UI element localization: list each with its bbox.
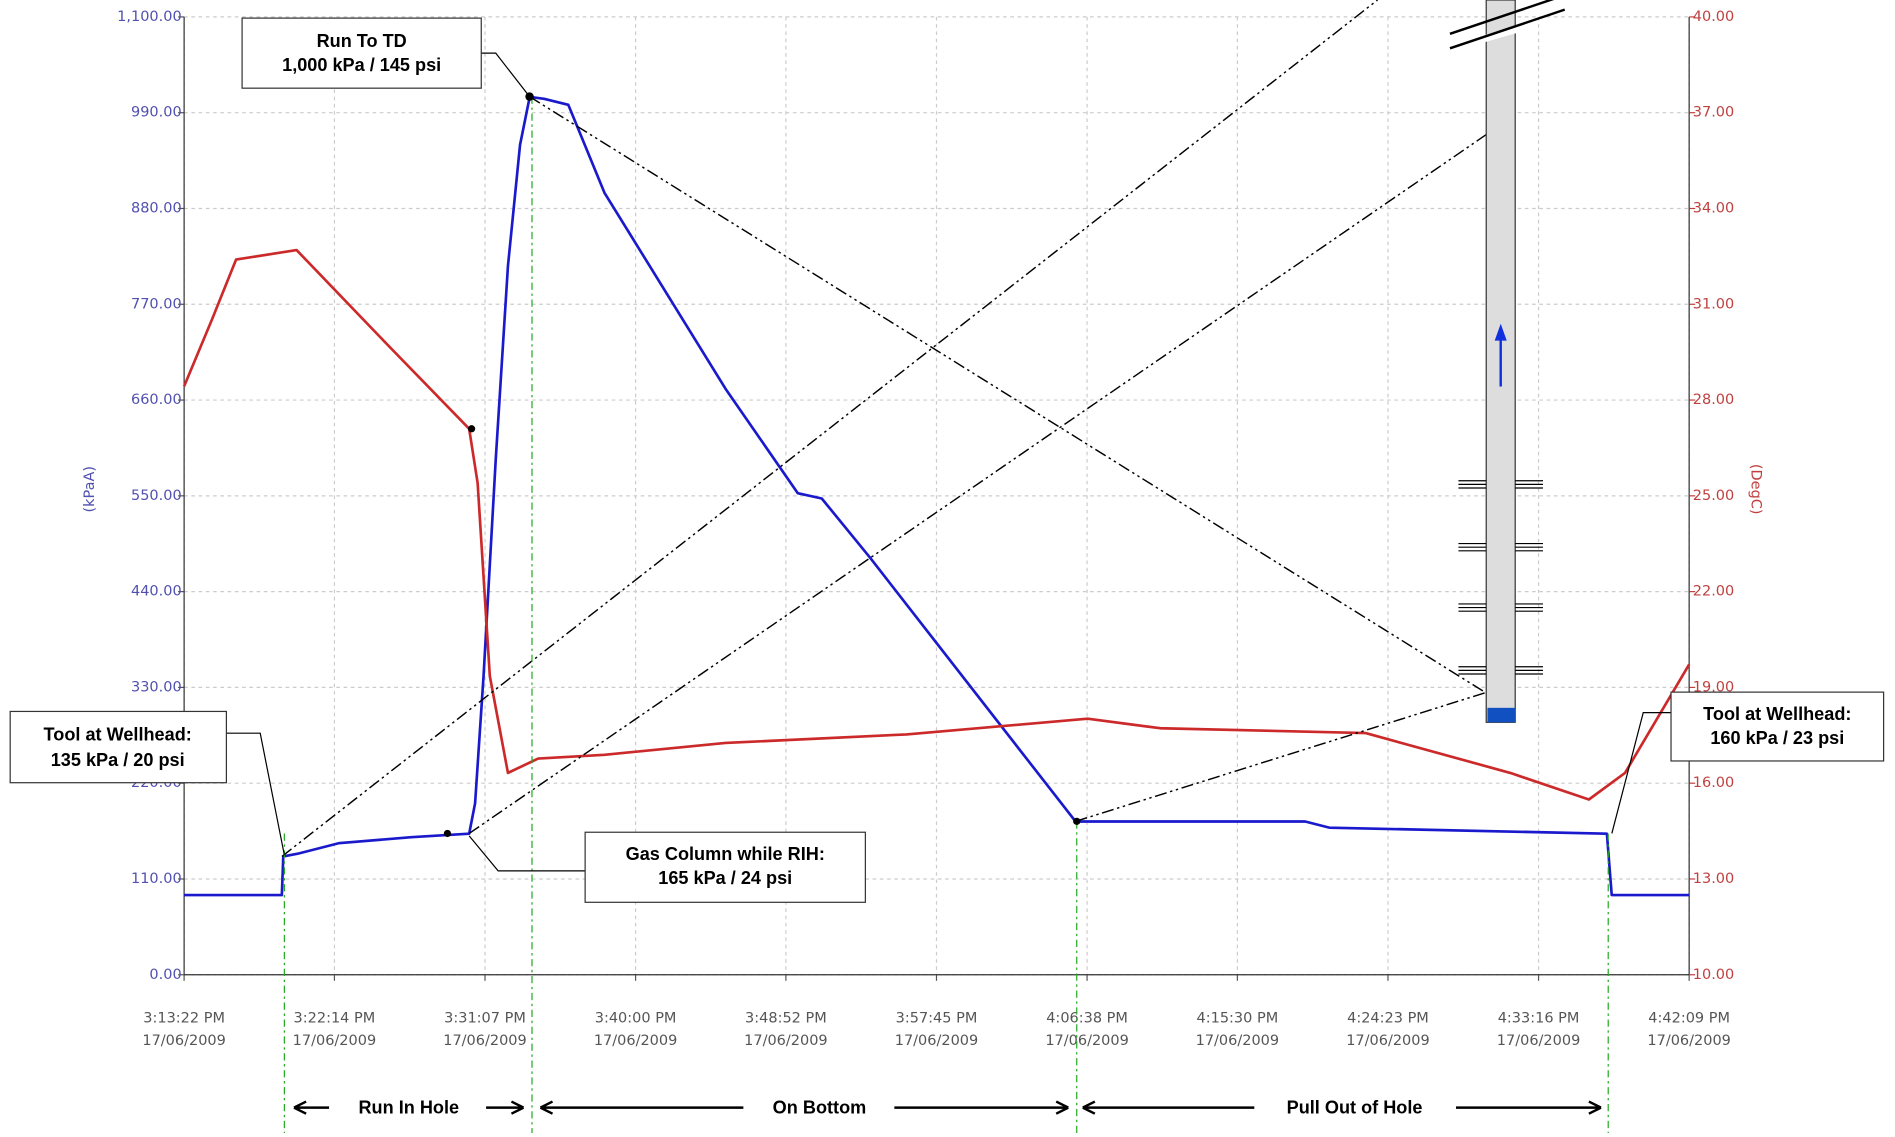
x-tick-date: 17/06/2009	[1045, 1033, 1128, 1049]
y-tick-label: 0.00	[149, 967, 181, 983]
y-tick-label: 880.00	[131, 200, 182, 216]
y-tick-label: 110.00	[131, 871, 182, 887]
tool	[1487, 708, 1515, 722]
annotation-text: 160 kPa / 23 psi	[1710, 728, 1844, 748]
chart: 0.00110.00220.00330.00440.00550.00660.00…	[0, 0, 1895, 1133]
x-tick-label: 3:31:07 PM	[444, 1010, 526, 1026]
x-tick-label: 4:42:09 PM	[1648, 1010, 1730, 1026]
y2-tick-label: 25.00	[1693, 488, 1734, 504]
x-tick-label: 4:33:16 PM	[1498, 1010, 1580, 1026]
y-axis-title: (kPaA)	[82, 466, 98, 513]
y2-tick-label: 31.00	[1693, 296, 1734, 312]
x-tick-date: 17/06/2009	[443, 1033, 526, 1049]
y2-axis-title: (DegC)	[1748, 464, 1764, 515]
x-tick-label: 4:15:30 PM	[1197, 1010, 1279, 1026]
phase-label: On Bottom	[773, 1098, 867, 1118]
y2-tick-label: 28.00	[1693, 392, 1734, 408]
phase-label: Pull Out of Hole	[1287, 1098, 1423, 1118]
y-tick-label: 330.00	[131, 679, 182, 695]
y-tick-label: 1,100.00	[117, 9, 182, 25]
y2-tick-label: 22.00	[1693, 584, 1734, 600]
y2-tick-label: 16.00	[1693, 775, 1734, 791]
annotation-text: Run To TD	[317, 31, 407, 51]
annotation-text: 135 kPa / 20 psi	[51, 750, 185, 770]
x-tick-label: 3:13:22 PM	[143, 1010, 225, 1026]
x-tick-date: 17/06/2009	[142, 1033, 225, 1049]
y-tick-label: 550.00	[131, 488, 182, 504]
annotation-text: Tool at Wellhead:	[44, 724, 192, 744]
y2-tick-label: 10.00	[1693, 967, 1734, 983]
y-tick-label: 770.00	[131, 296, 182, 312]
x-tick-date: 17/06/2009	[594, 1033, 677, 1049]
annotation-text: 1,000 kPa / 145 psi	[282, 55, 441, 75]
x-tick-label: 3:57:45 PM	[896, 1010, 978, 1026]
x-tick-date: 17/06/2009	[1346, 1033, 1429, 1049]
annotation-text: 165 kPa / 24 psi	[658, 868, 792, 888]
x-tick-date: 17/06/2009	[744, 1033, 827, 1049]
marker-dot	[444, 830, 451, 837]
marker-dot	[468, 425, 475, 432]
y2-tick-label: 34.00	[1693, 200, 1734, 216]
x-tick-label: 3:22:14 PM	[294, 1010, 376, 1026]
phase-label: Run In Hole	[358, 1098, 459, 1118]
y2-tick-label: 37.00	[1693, 105, 1734, 121]
x-tick-label: 4:06:38 PM	[1046, 1010, 1128, 1026]
x-tick-date: 17/06/2009	[1196, 1033, 1279, 1049]
annotation-text: Gas Column while RIH:	[626, 844, 825, 864]
annotation-box	[1671, 692, 1884, 761]
x-tick-date: 17/06/2009	[1497, 1033, 1580, 1049]
x-tick-label: 3:48:52 PM	[745, 1010, 827, 1026]
annotation-box	[242, 18, 481, 88]
x-tick-date: 17/06/2009	[1647, 1033, 1730, 1049]
marker-dot	[1073, 818, 1080, 825]
y-tick-label: 660.00	[131, 392, 182, 408]
annotation-box	[10, 711, 226, 782]
x-tick-date: 17/06/2009	[293, 1033, 376, 1049]
x-tick-label: 3:40:00 PM	[595, 1010, 677, 1026]
x-tick-date: 17/06/2009	[895, 1033, 978, 1049]
y-tick-label: 440.00	[131, 584, 182, 600]
phases: Run In Hole On Bottom Pull Out of Hole	[294, 1098, 1601, 1118]
y-tick-label: 990.00	[131, 105, 182, 121]
annotation-text: Tool at Wellhead:	[1703, 704, 1851, 724]
y2-tick-label: 40.00	[1693, 9, 1734, 25]
x-tick-label: 4:24:23 PM	[1347, 1010, 1429, 1026]
y2-tick-label: 13.00	[1693, 871, 1734, 887]
